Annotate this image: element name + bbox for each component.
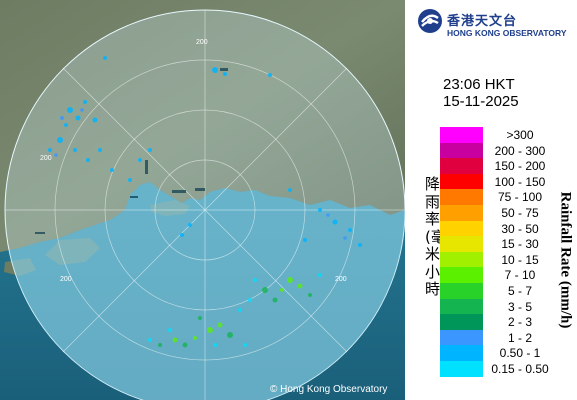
legend-title-en: Rainfall Rate (mm/h) [557, 191, 574, 329]
hko-logo: 香港天文台 HONG KONG OBSERVATORY [413, 6, 577, 46]
radar-map[interactable]: 200 200 200 200 [0, 0, 405, 400]
copyright-text: © Hong Kong Observatory [270, 384, 388, 395]
coverage-sea [5, 182, 405, 400]
legend-swatch [440, 267, 483, 283]
org-name-cn: 香港天文台 [447, 14, 518, 29]
legend-label: 75 - 100 [497, 190, 543, 205]
legend-swatch [440, 127, 483, 143]
legend-label: 50 - 75 [501, 205, 539, 220]
info-panel: 香港天文台 HONG KONG OBSERVATORY 23:06 HKT 15… [405, 0, 577, 400]
legend-swatch [440, 189, 483, 205]
legend-swatch [440, 314, 483, 330]
legend-swatch [440, 329, 483, 346]
org-name-en: HONG KONG OBSERVATORY [447, 28, 567, 38]
legend-title-cn: 降雨率(毫米/小時) [425, 175, 446, 298]
hko-logo-icon [418, 9, 442, 33]
legend-label: 3 - 5 [507, 299, 532, 314]
legend-swatch [440, 236, 483, 252]
timestamp-time: 23:06 HKT [443, 76, 515, 93]
legend-swatch [440, 220, 483, 237]
legend-label: 1 - 2 [507, 330, 532, 345]
legend-title-en-wrap: Rainfall Rate (mm/h) [555, 170, 575, 350]
legend-swatch [440, 158, 483, 174]
legend-label: 200 - 300 [494, 143, 546, 158]
legend-swatch [440, 173, 483, 190]
legend-swatch [440, 282, 483, 299]
legend-swatch [440, 298, 483, 315]
legend-label: 5 - 7 [507, 283, 532, 298]
range-label: 200 [335, 276, 347, 283]
rain-echoes [48, 56, 362, 348]
legend-label: 100 - 150 [494, 174, 546, 189]
legend-label: 7 - 10 [504, 268, 536, 283]
legend-swatch [440, 251, 483, 268]
timestamp-date: 15-11-2025 [443, 93, 519, 110]
range-label: 200 [196, 39, 208, 46]
legend-label: 0.50 - 1 [499, 346, 541, 361]
range-label: 200 [40, 155, 52, 162]
land-area [0, 0, 405, 252]
legend-label: 10 - 15 [501, 252, 539, 267]
legend-label: 2 - 3 [507, 315, 532, 330]
legend-swatch [440, 360, 483, 377]
legend-label: >300 [506, 128, 534, 142]
legend-label: 150 - 200 [494, 159, 546, 174]
range-rings [5, 10, 405, 400]
legend-swatch [440, 142, 483, 159]
legend-swatch [440, 204, 483, 221]
legend-label: 15 - 30 [501, 237, 539, 252]
range-label: 200 [60, 276, 72, 283]
legend-swatch [440, 345, 483, 361]
legend-label: 0.15 - 0.50 [491, 361, 549, 376]
legend-label: 30 - 50 [501, 221, 539, 236]
